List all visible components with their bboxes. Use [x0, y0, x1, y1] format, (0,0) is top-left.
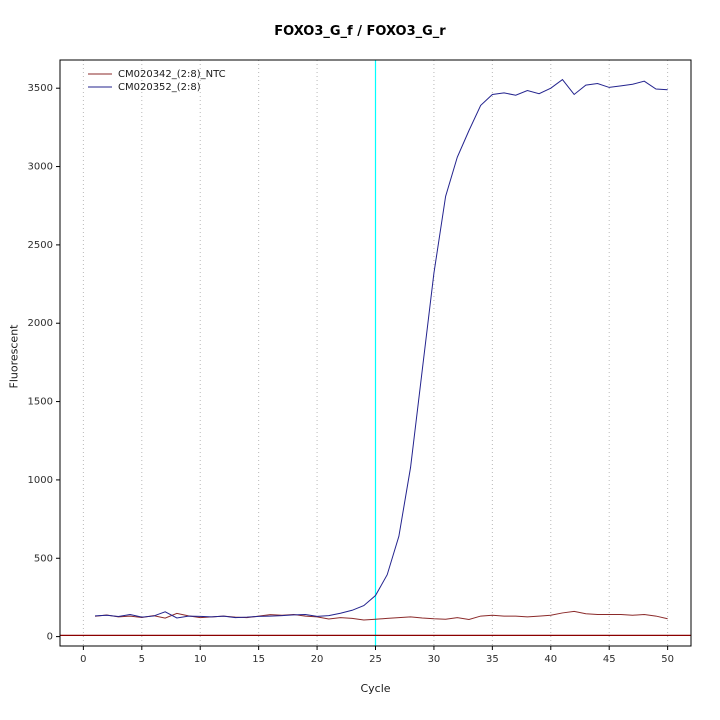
x-tick-label: 15	[252, 654, 265, 665]
x-tick-label: 5	[139, 654, 145, 665]
x-tick-label: 25	[369, 654, 382, 665]
y-tick-label: 500	[34, 553, 53, 564]
series-line-0	[95, 610, 668, 621]
y-tick-label: 1500	[28, 397, 53, 408]
series-line-1	[95, 78, 668, 619]
x-tick-label: 10	[194, 654, 207, 665]
y-tick-label: 3500	[28, 83, 53, 94]
x-tick-label: 0	[80, 654, 86, 665]
x-tick-label: 20	[311, 654, 324, 665]
x-axis-label: Cycle	[360, 682, 391, 695]
y-tick-label: 3000	[28, 162, 53, 173]
legend-label: CM020342_(2:8)_NTC	[118, 69, 226, 80]
legend-label: CM020352_(2:8)	[118, 82, 201, 93]
y-tick-label: 2000	[28, 318, 53, 329]
x-tick-label: 40	[544, 654, 557, 665]
x-tick-label: 45	[603, 654, 616, 665]
x-tick-label: 30	[428, 654, 441, 665]
y-tick-label: 2500	[28, 240, 53, 251]
chart-title: FOXO3_G_f / FOXO3_G_r	[274, 24, 446, 39]
x-tick-label: 50	[661, 654, 674, 665]
y-axis-label: Fluorescent	[7, 324, 21, 389]
y-tick-label: 0	[47, 632, 53, 643]
x-tick-label: 35	[486, 654, 499, 665]
y-tick-label: 1000	[28, 475, 53, 486]
